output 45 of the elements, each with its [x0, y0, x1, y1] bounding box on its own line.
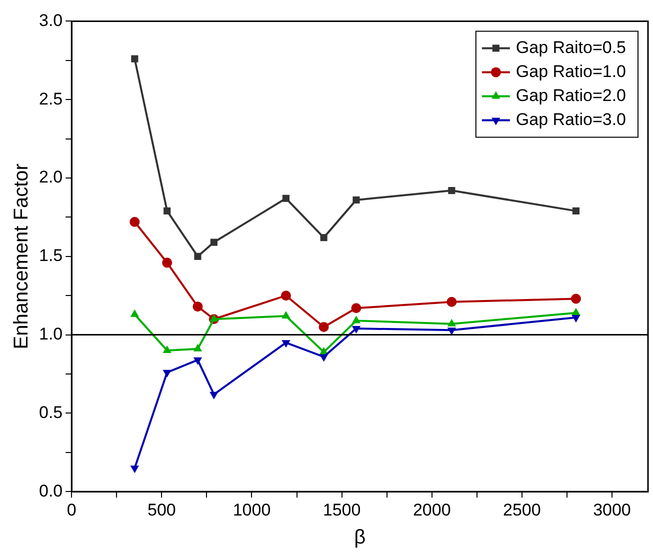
- y-tick-label: 2.5: [38, 89, 63, 108]
- point: [282, 340, 290, 348]
- y-tick-label: 2.0: [38, 168, 63, 187]
- point: [352, 326, 361, 334]
- point: [130, 466, 140, 474]
- point: [318, 322, 329, 332]
- x-tick-label: 0: [66, 500, 76, 520]
- point: [210, 238, 218, 246]
- x-axis-title: β: [354, 526, 366, 549]
- y-tick-label: 3.0: [38, 10, 63, 30]
- point: [351, 303, 362, 314]
- point: [131, 55, 138, 62]
- y-tick-label: 1.0: [38, 324, 63, 344]
- y-tick-label: 0.5: [38, 402, 63, 422]
- y-tick-label: 1.5: [38, 246, 63, 266]
- point: [210, 392, 218, 400]
- point: [162, 370, 172, 378]
- point: [320, 234, 328, 242]
- point: [446, 296, 457, 307]
- point: [352, 196, 360, 204]
- point: [193, 357, 202, 365]
- point: [130, 216, 140, 227]
- x-tick-label: 500: [148, 500, 176, 520]
- y-tick-label: 0.0: [38, 481, 63, 500]
- x-tick-label: 3000: [593, 500, 631, 520]
- legend-label: Gap Ratio=2.0: [516, 86, 626, 105]
- x-tick-label: 2500: [503, 500, 541, 520]
- point: [280, 290, 291, 301]
- x-tick-label: 2000: [412, 500, 451, 520]
- point: [448, 187, 456, 194]
- point: [192, 302, 203, 312]
- point: [162, 258, 172, 268]
- y-axis-title: Enhancement Factor: [10, 163, 33, 350]
- point: [572, 207, 580, 214]
- point: [164, 207, 171, 214]
- x-tick-label: 1000: [232, 500, 271, 520]
- point: [194, 252, 202, 260]
- legend-label: Gap Raito=0.5: [516, 38, 626, 57]
- legend-label: Gap Ratio=3.0: [516, 110, 626, 129]
- point: [572, 315, 580, 323]
- point: [570, 294, 581, 304]
- legend-label: Gap Ratio=1.0: [516, 62, 626, 81]
- point: [319, 354, 328, 362]
- point: [282, 194, 290, 202]
- x-tick-label: 1500: [322, 500, 361, 520]
